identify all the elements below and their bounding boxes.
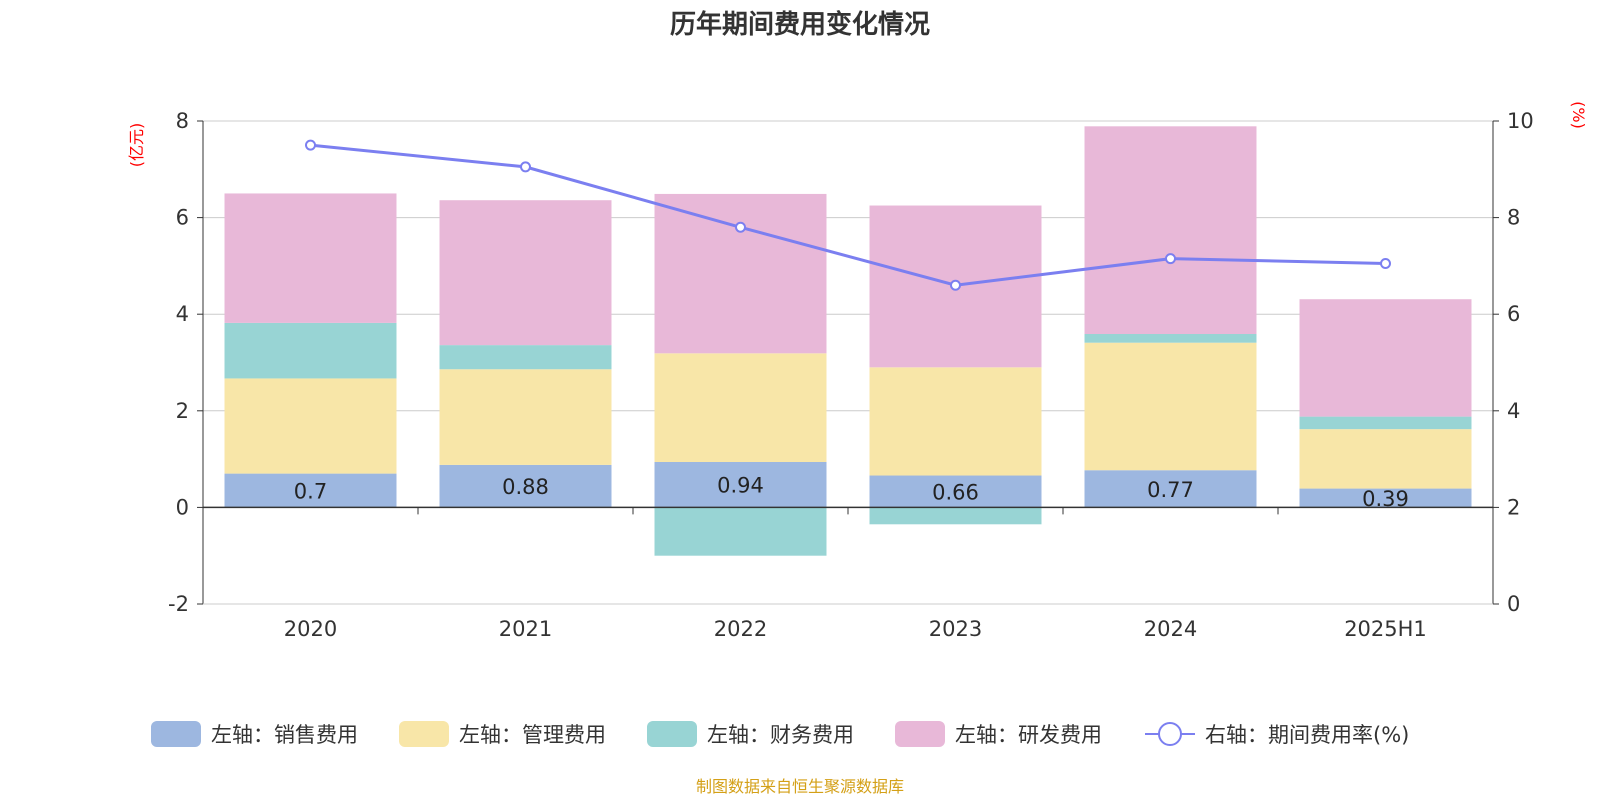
rate-line	[310, 143, 1386, 287]
bar-segment	[1299, 416, 1472, 430]
legend-swatch	[895, 721, 945, 747]
bar-data-label: 0.88	[502, 475, 549, 499]
bar-segment	[439, 345, 612, 370]
right-axis-tick-label: 4	[1507, 399, 1520, 423]
right-axis-unit: (%)	[1569, 101, 1588, 129]
category-label: 2025H1	[1344, 617, 1427, 641]
left-axis-tick-label: 4	[176, 302, 189, 326]
right-axis-tick-label: 2	[1507, 495, 1520, 519]
legend-label: 左轴：财务费用	[707, 723, 854, 747]
bar-segment	[224, 322, 397, 379]
bar-segment	[869, 367, 1042, 476]
rate-point	[520, 161, 531, 173]
rate-point	[1380, 257, 1391, 269]
legend-swatch	[151, 721, 201, 747]
source-note: 制图数据来自恒生聚源数据库	[696, 777, 904, 796]
category-label: 2020	[284, 617, 337, 641]
bar-series	[224, 126, 1472, 556]
rate-point	[1165, 253, 1176, 265]
legend-marker-swatch	[1158, 722, 1182, 746]
left-axis-tick-label: 6	[176, 206, 189, 230]
left-axis-tick-label: 0	[176, 495, 189, 519]
right-axis-tick-label: 6	[1507, 302, 1520, 326]
right-axis-tick-label: 8	[1507, 206, 1520, 230]
category-label: 2023	[929, 617, 982, 641]
axes: -2 0 2 4 6 8 0 2 4 6 8 10 2020 2021 2022 2023 2024 2025H1	[168, 109, 1534, 641]
bar-segment	[1084, 470, 1257, 508]
bar-segment	[439, 464, 612, 508]
bar-segment	[1084, 126, 1257, 335]
category-label: 2021	[499, 617, 552, 641]
left-axis-tick-label: 2	[176, 399, 189, 423]
rate-point	[735, 221, 746, 233]
rate-line-series	[305, 139, 1391, 291]
category-label: 2024	[1144, 617, 1197, 641]
rate-point	[950, 279, 961, 291]
bar-data-label: 0.66	[932, 480, 979, 504]
data-labels: 0.7 0.88 0.94 0.66 0.77 0.39	[294, 474, 1409, 511]
bar-segment	[224, 193, 397, 323]
bar-segment	[869, 475, 1042, 508]
bar-segment	[1084, 342, 1257, 471]
bar-data-label: 0.77	[1147, 478, 1194, 502]
bar-segment	[439, 200, 612, 346]
bar-segment	[1299, 488, 1472, 508]
bar-segment	[1299, 299, 1472, 417]
right-axis-tick-label: 0	[1507, 592, 1520, 616]
left-axis-tick-label: 8	[176, 109, 189, 133]
bar-segment	[1084, 334, 1257, 343]
bar-segment	[654, 353, 827, 462]
bar-segment	[654, 461, 827, 508]
category-label: 2022	[714, 617, 767, 641]
legend-swatch	[647, 721, 697, 747]
bar-data-label: 0.7	[294, 479, 327, 503]
bar-segment	[1299, 429, 1472, 489]
bar-segment	[224, 378, 397, 474]
left-axis-tick-label: -2	[168, 592, 189, 616]
legend-swatch	[399, 721, 449, 747]
bar-data-label: 0.94	[717, 474, 764, 498]
chart-title: 历年期间费用变化情况	[670, 9, 930, 40]
bar-segment	[654, 193, 827, 354]
legend-label: 左轴：管理费用	[459, 723, 606, 747]
bar-segment	[439, 369, 612, 465]
legend-label: 左轴：研发费用	[955, 723, 1102, 747]
left-axis-unit: (亿元)	[127, 123, 146, 168]
bar-segment	[224, 473, 397, 508]
rate-point	[305, 139, 316, 151]
right-axis-tick-label: 10	[1507, 109, 1534, 133]
bar-data-label: 0.39	[1362, 487, 1409, 511]
bar-segment	[869, 507, 1042, 525]
legend-label: 右轴：期间费用率(%)	[1205, 723, 1409, 747]
legend: 左轴：销售费用 左轴：管理费用 左轴：财务费用 左轴：研发费用 右轴：期间费用率(%)	[151, 721, 1409, 747]
bar-segment	[654, 507, 827, 556]
legend-label: 左轴：销售费用	[211, 723, 358, 747]
